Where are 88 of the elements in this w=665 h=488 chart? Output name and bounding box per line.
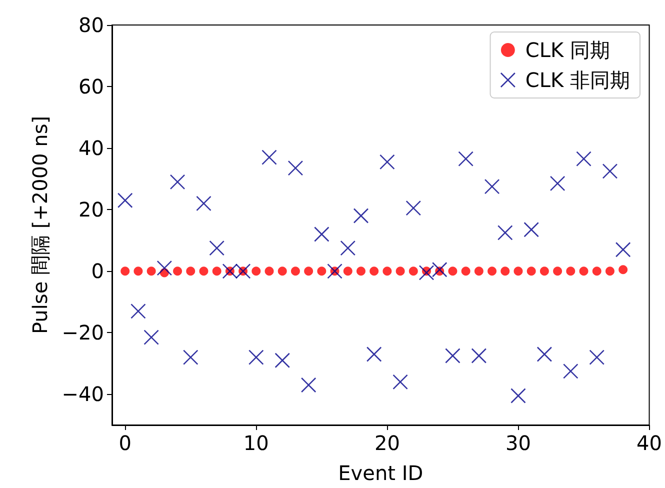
y-tick-label: 60 [78, 74, 104, 99]
point [510, 388, 526, 404]
point [396, 266, 405, 276]
x-tick-label: 0 [118, 431, 132, 455]
x-tick-label: 30 [506, 431, 531, 455]
point [353, 208, 369, 224]
point [553, 266, 562, 276]
point [120, 266, 130, 276]
point [366, 346, 382, 362]
point [380, 154, 395, 170]
point [471, 348, 487, 364]
point [173, 266, 182, 276]
point [196, 196, 212, 212]
point [615, 242, 631, 258]
x-tick-label: 20 [374, 431, 400, 455]
point [458, 151, 474, 166]
point [288, 160, 304, 176]
point [290, 266, 300, 276]
point [264, 266, 274, 276]
point [248, 350, 264, 365]
point [589, 350, 605, 365]
y-tick-label: 80 [78, 13, 104, 37]
point [274, 352, 290, 368]
point [618, 265, 628, 274]
y-tick-label: 0 [91, 259, 104, 284]
point [524, 222, 539, 238]
point [536, 346, 552, 362]
point [252, 266, 261, 276]
point [592, 266, 602, 276]
point [500, 266, 510, 276]
point [117, 192, 133, 208]
point [146, 266, 156, 276]
point [497, 225, 513, 240]
point [484, 178, 500, 194]
point [182, 350, 198, 365]
point [170, 174, 186, 190]
y-axis-title: Pulse 間隔 [+2000 ns] [28, 116, 52, 334]
point [314, 226, 330, 242]
point [563, 364, 578, 379]
point [300, 377, 316, 393]
x-tick-label: 10 [243, 431, 269, 455]
point [461, 266, 470, 276]
legend-label: CLK 非同期 [525, 68, 630, 92]
point [418, 265, 434, 280]
point [514, 266, 523, 276]
x-tick-label: 40 [636, 431, 662, 455]
point [382, 266, 392, 276]
point [370, 266, 379, 276]
point [343, 266, 352, 276]
point [134, 266, 143, 276]
point [130, 304, 146, 319]
point [222, 264, 238, 279]
x-axis-title: Event ID [338, 461, 424, 485]
point [445, 348, 460, 364]
point [540, 266, 549, 276]
point [199, 266, 208, 276]
y-tick-label: 20 [78, 198, 104, 222]
point [605, 266, 614, 276]
point [448, 266, 458, 276]
y-tick-label: −40 [62, 382, 104, 406]
point [408, 266, 418, 276]
point [156, 260, 172, 276]
point [235, 264, 251, 279]
point [526, 266, 536, 276]
point [356, 266, 366, 276]
point [579, 266, 588, 276]
point [566, 266, 576, 276]
point [278, 266, 287, 276]
point [317, 266, 326, 276]
point [602, 164, 618, 179]
point [392, 374, 408, 390]
point [304, 266, 314, 276]
point [212, 266, 222, 276]
legend-label: CLK 同期 [525, 38, 610, 62]
point [209, 240, 224, 256]
point [186, 266, 196, 276]
point [488, 266, 497, 276]
point [576, 151, 592, 166]
point [144, 330, 159, 345]
point [340, 240, 356, 256]
y-tick-label: −20 [62, 320, 104, 345]
point [327, 264, 342, 279]
point [474, 266, 484, 276]
point [550, 176, 566, 192]
point [262, 150, 277, 165]
y-tick-label: 40 [78, 136, 104, 160]
point [432, 262, 448, 278]
point [406, 200, 422, 216]
